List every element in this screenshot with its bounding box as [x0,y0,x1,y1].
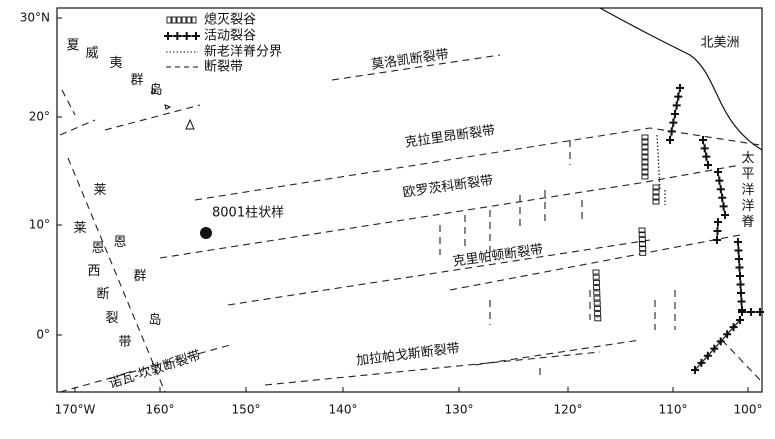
rift-segment [593,285,601,291]
rift-axis [737,241,743,311]
legend-symbol [166,16,172,24]
rift-segment [641,169,649,175]
rift-axis [716,221,719,241]
lat-tick-label: 30°N [20,11,50,25]
map-label: 夏威夷群岛 [66,38,162,98]
map-label: 莫洛凯断裂带 [370,47,449,73]
rift-segment [641,149,649,155]
rift-segment [641,174,649,180]
rift-segment [593,305,601,311]
map-label: 北美洲 [700,36,739,51]
legend-symbol [186,16,192,24]
rift-segment [638,236,646,242]
lat-tick-label: 0° [36,328,50,342]
rift-segment [641,154,649,160]
rift-segment [641,144,649,150]
legend-symbol [171,16,177,24]
rift-segment [594,311,602,317]
lon-tick-label: 110° [659,403,688,417]
map-label: 克拉里昂断裂带 [404,123,496,151]
rift-segment [593,290,601,296]
rift-axis [669,87,681,141]
lon-tick-label: 120° [554,403,583,417]
rift-axis [702,139,709,166]
map-label: 欧罗茨科断裂带 [402,173,494,201]
rift-segment [652,184,660,190]
map-frame [56,7,763,393]
legend-label: 熄灭裂谷 [204,13,256,28]
rift-axis [694,319,741,371]
rift-segment [638,227,646,233]
core-site [200,227,212,239]
rift-segment [593,300,601,306]
rift-segment [641,139,649,145]
rift-segment [652,199,660,205]
legend-label: 活动裂谷 [204,29,256,44]
map-label: 诺瓦-坎敦断裂带 [107,347,203,392]
lon-tick-label: 160° [146,403,175,417]
rift-segment [638,232,646,238]
rift-segment [652,194,660,200]
legend-symbol [176,16,182,24]
rift-segment [592,269,600,275]
lon-tick-label: 100° [734,403,763,417]
coastline [599,7,763,151]
fracture-zones [59,54,761,393]
lon-tick-label: 170°W [55,403,96,417]
rift-segment [641,134,649,140]
legend-label: 断裂带 [204,60,243,75]
rift-segment [593,295,601,301]
rift-segment [641,164,649,170]
rift-segment [641,159,649,165]
lat-tick-label: 10° [29,218,50,232]
rift-segment [594,316,602,322]
map-label: 克里帕顿断裂带 [452,242,544,270]
lon-tick-label: 130° [445,403,474,417]
rift-segment [639,250,647,256]
rift-segment [592,279,600,285]
lat-tick-label: 20° [29,110,50,124]
rift-axis [717,171,726,216]
extinct-rifts [592,134,660,322]
active-rifts [666,84,764,374]
lon-tick-label: 150° [232,403,261,417]
ridge-boundary [656,134,666,205]
map-label: 莱恩群岛 [93,183,161,328]
map-label: 莱恩西断裂带 [73,221,131,350]
lon-tick-label: 140° [329,403,358,417]
legend-label: 新老洋脊分界 [204,44,282,60]
map-label: 太平洋洋脊 [741,151,754,230]
islands [151,86,172,110]
map-label: 加拉帕戈斯断裂带 [355,341,460,369]
island [185,118,195,130]
rift-segment [639,246,647,252]
legend-symbol [181,16,187,24]
rift-segment [639,241,646,247]
map-label: 8001柱状样 [212,206,284,221]
legend-symbol [191,16,197,24]
rift-segment [652,189,660,195]
rift-segment [592,274,600,280]
